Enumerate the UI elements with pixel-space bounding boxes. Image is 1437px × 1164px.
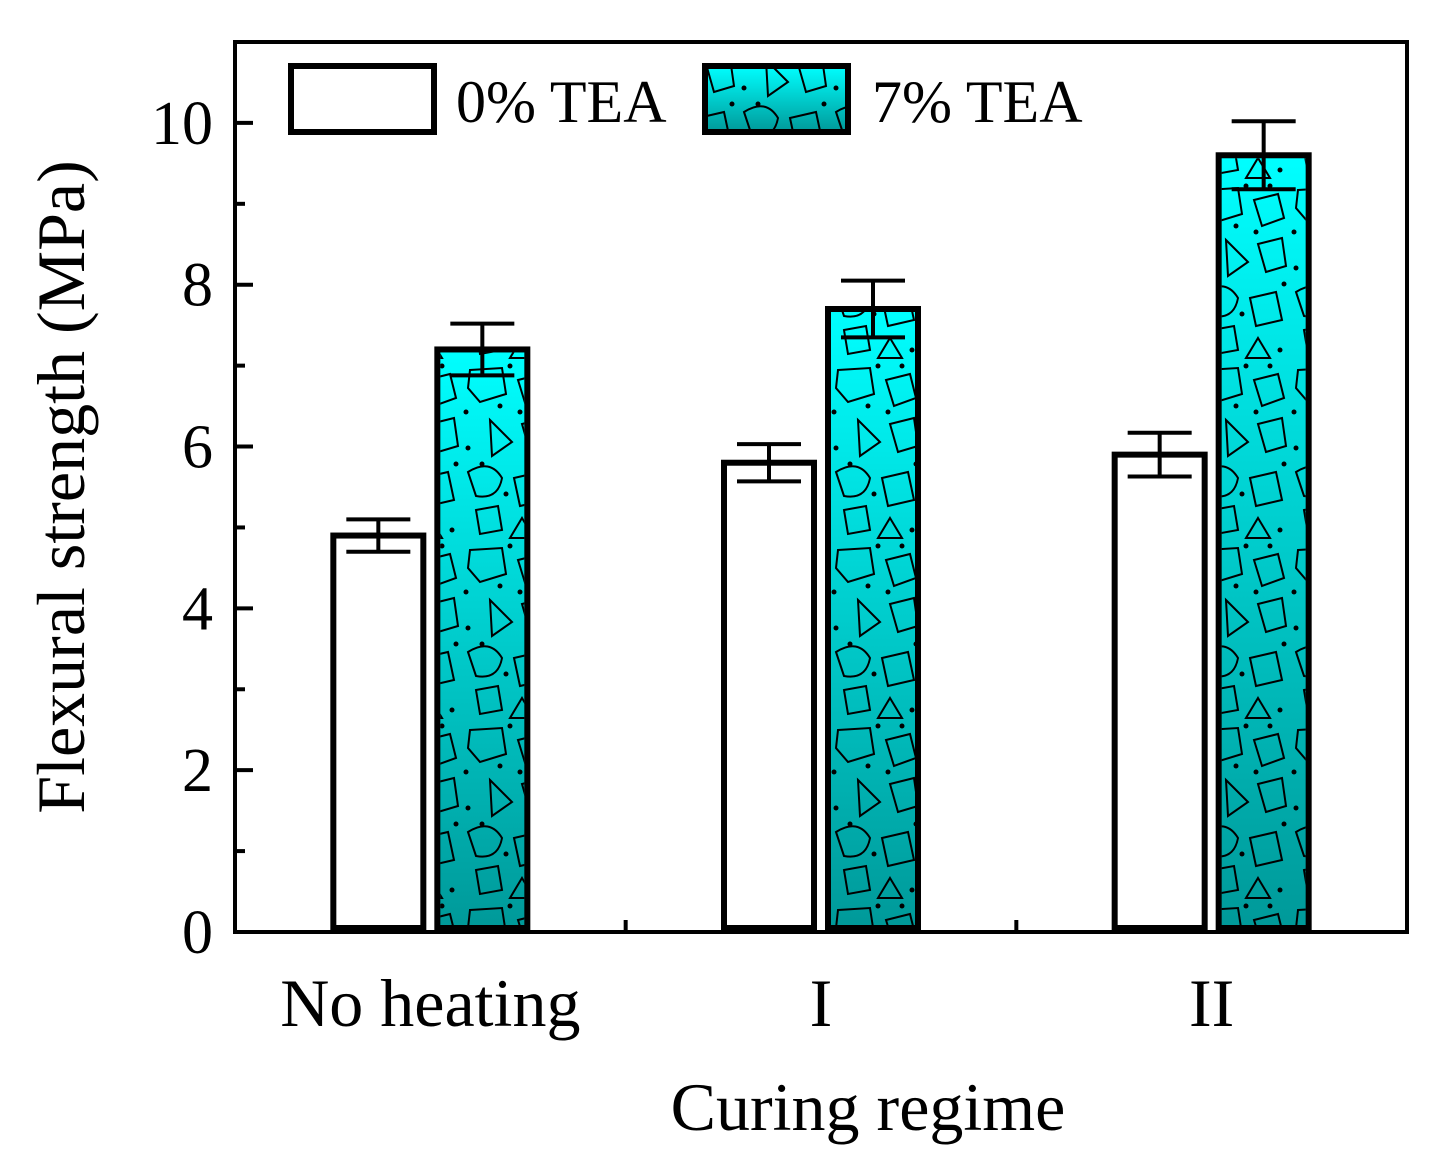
legend: 0% TEA 7% TEA (288, 63, 1083, 135)
y-axis: 0 2 4 6 8 10 (151, 40, 253, 967)
y-tick-label: 2 (182, 737, 213, 805)
legend-swatch-0pct (288, 63, 437, 135)
y-axis-title: Flexural strength (MPa) (23, 160, 99, 813)
bar-7pct-tea-pattern (831, 312, 915, 925)
plot-frame (233, 40, 1409, 934)
bar-7pct-tea-pattern (1221, 158, 1306, 926)
legend-label-7pct: 7% TEA (872, 69, 1083, 135)
y-tick-label: 8 (182, 252, 213, 320)
x-axis: No heating I II (280, 920, 1234, 1041)
bar-0pct-tea (721, 459, 817, 931)
y-tick-label: 4 (182, 575, 213, 643)
legend-swatch-7pct-pattern (705, 66, 848, 132)
bar-0pct-tea (1111, 451, 1208, 931)
y-tick-label: 0 (182, 899, 213, 967)
x-category-label: I (810, 965, 833, 1041)
x-category-label: II (1189, 965, 1234, 1041)
y-tick-label: 10 (151, 90, 213, 158)
x-category-label: No heating (280, 965, 580, 1041)
y-tick-label: 6 (182, 414, 213, 482)
x-axis-title: Curing regime (671, 1069, 1066, 1145)
bars (330, 119, 1312, 932)
bar-0pct-tea (330, 532, 427, 932)
bar-7pct-tea-pattern (440, 352, 525, 925)
legend-label-0pct: 0% TEA (456, 69, 667, 135)
